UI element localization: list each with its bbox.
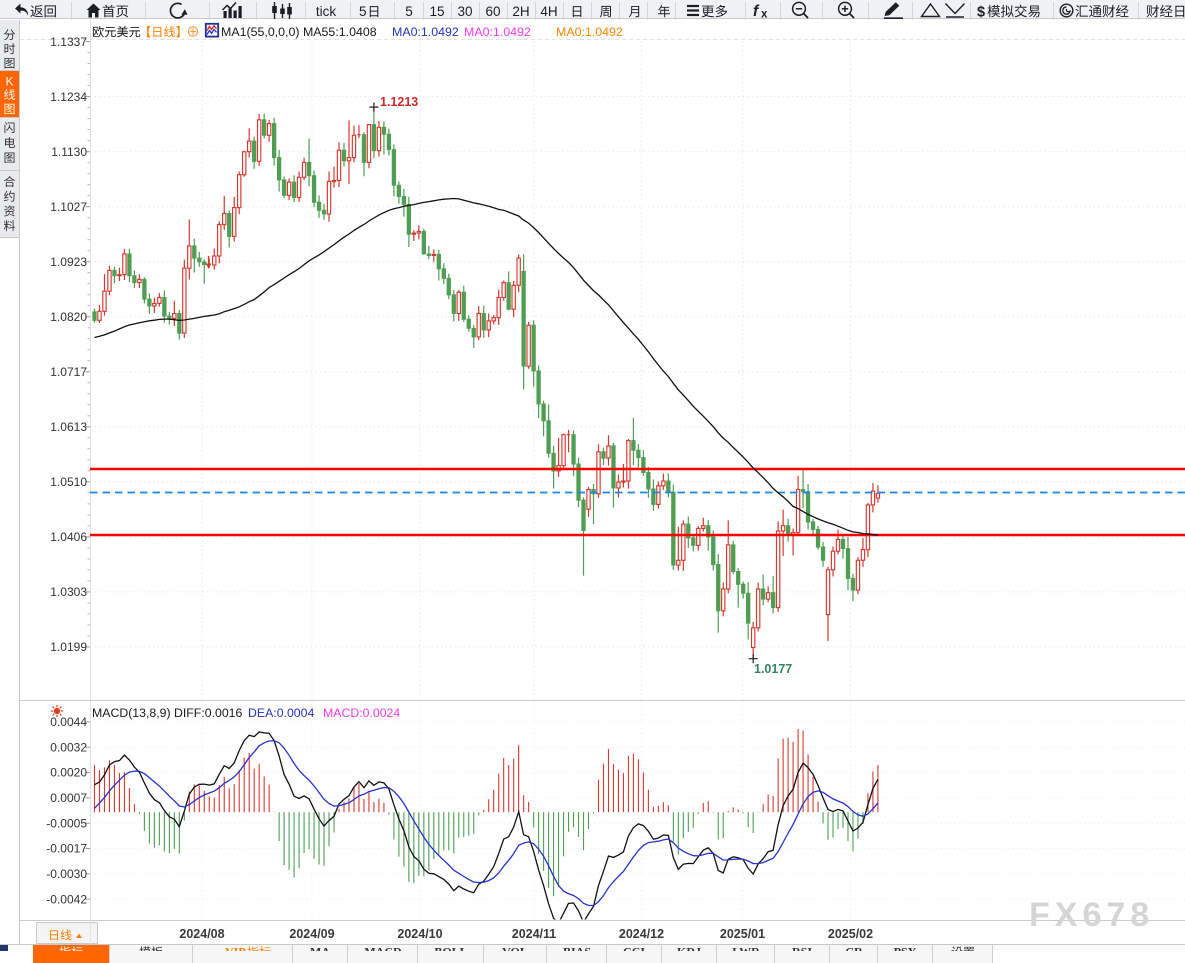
svg-text:VOL: VOL bbox=[502, 945, 528, 952]
svg-text:MA0:1.0492: MA0:1.0492 bbox=[556, 25, 623, 39]
svg-text:2024/09: 2024/09 bbox=[289, 927, 334, 941]
svg-text:0.0007: 0.0007 bbox=[50, 791, 87, 805]
svg-text:-0.0042: -0.0042 bbox=[46, 892, 87, 906]
svg-text:1.0820: 1.0820 bbox=[50, 310, 87, 324]
svg-text:30: 30 bbox=[457, 4, 472, 19]
svg-text:2025/02: 2025/02 bbox=[828, 927, 873, 941]
svg-text:DEA:0.0004: DEA:0.0004 bbox=[248, 706, 314, 720]
svg-text:KDJ: KDJ bbox=[677, 945, 701, 952]
svg-text:1.1027: 1.1027 bbox=[50, 200, 87, 214]
svg-text:BIAS: BIAS bbox=[563, 945, 591, 952]
svg-text:K: K bbox=[5, 75, 13, 89]
svg-text:1.0717: 1.0717 bbox=[50, 365, 87, 379]
svg-text:MACD:0.0024: MACD:0.0024 bbox=[323, 706, 400, 720]
svg-text:1.1234: 1.1234 bbox=[50, 90, 87, 104]
svg-text:f: f bbox=[753, 3, 760, 20]
svg-text:1.1213: 1.1213 bbox=[380, 95, 418, 109]
svg-text:1.0406: 1.0406 bbox=[50, 530, 87, 544]
svg-text:2H: 2H bbox=[512, 4, 529, 19]
svg-text:FX678: FX678 bbox=[1029, 896, 1154, 934]
svg-text:1.1337: 1.1337 bbox=[50, 35, 87, 49]
svg-text:2025/01: 2025/01 bbox=[720, 927, 765, 941]
svg-text:2024/12: 2024/12 bbox=[619, 927, 664, 941]
svg-text:MA: MA bbox=[310, 945, 330, 952]
svg-text:$: $ bbox=[977, 5, 985, 21]
svg-text:2024/10: 2024/10 bbox=[397, 927, 442, 941]
svg-text:1.1130: 1.1130 bbox=[51, 145, 87, 159]
svg-text:4H: 4H bbox=[540, 4, 557, 19]
svg-text:0.0020: 0.0020 bbox=[50, 766, 87, 780]
svg-text:CCI: CCI bbox=[623, 945, 645, 952]
svg-text:2024/11: 2024/11 bbox=[512, 927, 557, 941]
svg-text:-0.0005: -0.0005 bbox=[46, 816, 87, 830]
svg-text:MA1(55,0,0,0) MA55:1.0408: MA1(55,0,0,0) MA55:1.0408 bbox=[221, 25, 377, 39]
svg-text:5: 5 bbox=[359, 4, 367, 19]
svg-text:0.0032: 0.0032 bbox=[50, 740, 87, 754]
svg-text:0.0044: 0.0044 bbox=[50, 715, 87, 729]
svg-text:LWR: LWR bbox=[732, 945, 760, 952]
svg-text:MA0:1.0492: MA0:1.0492 bbox=[392, 25, 459, 39]
svg-text:MACD: MACD bbox=[364, 945, 402, 952]
svg-text:1.0177: 1.0177 bbox=[754, 662, 792, 676]
svg-text:x: x bbox=[761, 9, 768, 21]
svg-text:MA0:1.0492: MA0:1.0492 bbox=[464, 25, 531, 39]
svg-text:PSY: PSY bbox=[894, 945, 917, 952]
svg-text:1.0923: 1.0923 bbox=[50, 255, 87, 269]
svg-text:-0.0030: -0.0030 bbox=[46, 867, 87, 881]
svg-text:15: 15 bbox=[429, 4, 444, 19]
svg-text:BOLL: BOLL bbox=[434, 945, 467, 952]
svg-text:tick: tick bbox=[316, 4, 337, 19]
svg-text:1.0303: 1.0303 bbox=[50, 585, 87, 599]
svg-text:1.0613: 1.0613 bbox=[50, 420, 87, 434]
svg-text:-0.0017: -0.0017 bbox=[46, 842, 87, 856]
svg-text:5: 5 bbox=[405, 4, 413, 19]
svg-text:1.0199: 1.0199 bbox=[50, 640, 87, 654]
svg-text:RSI: RSI bbox=[792, 945, 812, 952]
svg-text:1.0510: 1.0510 bbox=[50, 475, 87, 489]
svg-text:CR: CR bbox=[845, 945, 863, 952]
svg-text:VIP: VIP bbox=[225, 945, 246, 952]
svg-text:2024/08: 2024/08 bbox=[179, 927, 224, 941]
svg-text:60: 60 bbox=[485, 4, 500, 19]
svg-text:MACD(13,8,9) DIFF:0.0016: MACD(13,8,9) DIFF:0.0016 bbox=[92, 706, 243, 720]
